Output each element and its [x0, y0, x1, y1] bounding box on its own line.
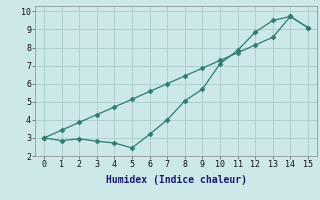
X-axis label: Humidex (Indice chaleur): Humidex (Indice chaleur) [106, 175, 246, 185]
